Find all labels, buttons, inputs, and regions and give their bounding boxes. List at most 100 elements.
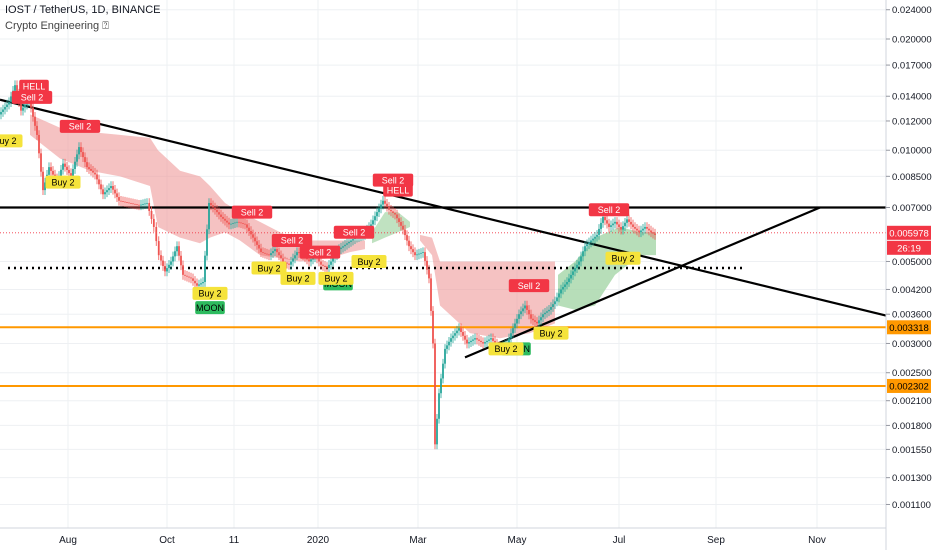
price-badge bbox=[887, 320, 931, 335]
indicator-cloud bbox=[372, 212, 410, 244]
candle-body bbox=[256, 241, 258, 245]
signal-label-box bbox=[192, 286, 228, 300]
candle-body bbox=[412, 249, 414, 253]
candle-body bbox=[142, 204, 144, 205]
candle-body bbox=[458, 328, 460, 331]
candle-body bbox=[606, 220, 608, 224]
candle-body bbox=[50, 167, 52, 171]
candle-body bbox=[66, 166, 68, 170]
candle-body bbox=[438, 393, 440, 419]
signal-label-buy: Buy 2 bbox=[257, 263, 280, 273]
candle-body bbox=[408, 240, 410, 247]
candle-body bbox=[6, 104, 8, 108]
trendline bbox=[464, 206, 821, 359]
signal-label-buy: Buy 2 bbox=[198, 289, 221, 299]
candle-body bbox=[534, 320, 536, 322]
candle-body bbox=[480, 340, 482, 343]
y-tick-label: 0.001100 bbox=[892, 500, 931, 511]
candle-body bbox=[642, 228, 644, 231]
candle-body bbox=[186, 275, 188, 277]
candle-body bbox=[372, 220, 374, 225]
candle-body bbox=[328, 264, 330, 269]
candle-body bbox=[188, 276, 190, 278]
candle-body bbox=[648, 228, 650, 231]
candle-body bbox=[638, 230, 640, 233]
candle-body bbox=[352, 239, 354, 241]
candle-body bbox=[376, 212, 378, 217]
candle-body bbox=[620, 226, 622, 230]
signal-label-box bbox=[605, 251, 641, 265]
candle-body bbox=[206, 229, 208, 256]
signal-label-buy: Buy 2 bbox=[0, 136, 17, 146]
candle-body bbox=[164, 265, 166, 272]
y-tick-label: 0.024000 bbox=[892, 5, 932, 16]
candle-body bbox=[124, 201, 126, 203]
candle-body bbox=[76, 154, 78, 162]
candle-body bbox=[208, 202, 210, 230]
signal-label-sell: Sell 2 bbox=[309, 247, 332, 257]
candle-body bbox=[616, 221, 618, 225]
candle-body bbox=[512, 328, 514, 334]
candle-body bbox=[168, 264, 170, 269]
candle-body bbox=[282, 258, 284, 262]
price-badge bbox=[887, 378, 931, 393]
signal-label-box bbox=[533, 326, 569, 340]
candle-body bbox=[332, 258, 334, 262]
candle-body bbox=[424, 252, 426, 261]
price-axis: 0.024000 0.020000 0.017000 0.014000 0.012000… bbox=[885, 0, 932, 550]
signal-label-buy: Buy 2 bbox=[51, 177, 74, 187]
y-tick-label: 0.004200 bbox=[892, 285, 932, 296]
candle-body bbox=[646, 226, 648, 229]
candle-body bbox=[592, 238, 594, 241]
signal-label-sell: Sell 2 bbox=[21, 93, 44, 103]
candle-body bbox=[238, 221, 240, 223]
candle-body bbox=[0, 111, 2, 115]
candle-body bbox=[420, 252, 422, 254]
y-tick-label: 0.003600 bbox=[892, 310, 932, 321]
candle-body bbox=[212, 205, 214, 208]
candle-body bbox=[390, 209, 392, 212]
candle-body bbox=[162, 260, 164, 266]
signal-label-box bbox=[19, 79, 49, 93]
candle-body bbox=[566, 281, 568, 285]
candle-body bbox=[252, 234, 254, 238]
candle-body bbox=[216, 209, 218, 213]
candle-body bbox=[382, 200, 384, 205]
candle-body bbox=[242, 223, 244, 224]
candle-body bbox=[432, 310, 434, 344]
indicator-name: Crypto Engineering ⍰ bbox=[5, 20, 109, 32]
candle-body bbox=[528, 309, 530, 315]
signal-label-sell: Sell 2 bbox=[598, 205, 621, 215]
candle-body bbox=[612, 223, 614, 226]
candle-body bbox=[394, 212, 396, 215]
candle-body bbox=[470, 340, 472, 343]
candle-body bbox=[260, 248, 262, 253]
candle-body bbox=[178, 246, 180, 256]
candle-body bbox=[194, 280, 196, 284]
candle-body bbox=[22, 107, 24, 111]
signal-label-sell: Sell 2 bbox=[382, 175, 405, 185]
candle-body bbox=[102, 189, 104, 195]
candle-body bbox=[510, 333, 512, 339]
candle-body bbox=[196, 283, 198, 286]
candle-body bbox=[134, 203, 136, 205]
candle-body bbox=[538, 320, 540, 324]
candle-body bbox=[268, 254, 270, 256]
candle-body bbox=[136, 204, 138, 206]
x-tick-label: May bbox=[508, 535, 527, 546]
candle-body bbox=[552, 304, 554, 307]
signal-label-box bbox=[351, 254, 387, 268]
signal-label-box bbox=[383, 183, 413, 197]
candle-body bbox=[602, 216, 604, 223]
candle-body bbox=[230, 223, 232, 225]
candle-body bbox=[220, 214, 222, 217]
candle-body bbox=[520, 311, 522, 315]
candle-body bbox=[426, 260, 428, 270]
signal-label-box bbox=[45, 175, 81, 189]
candle-body bbox=[128, 202, 130, 204]
candle-body bbox=[96, 174, 98, 180]
candle-body bbox=[24, 104, 26, 108]
candle-body bbox=[380, 204, 382, 209]
signal-label-box bbox=[318, 271, 354, 285]
